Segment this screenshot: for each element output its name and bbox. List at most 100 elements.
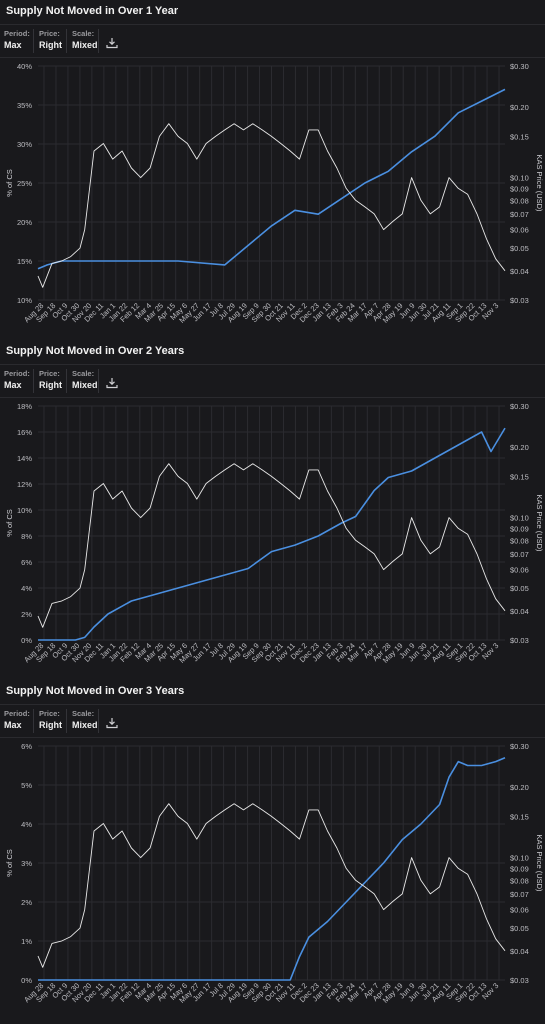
- control-divider: [66, 29, 67, 53]
- scale-control[interactable]: Scale: Mixed: [72, 29, 98, 53]
- y2-tick-label: $0.30: [510, 62, 529, 71]
- price-series-line: [37, 123, 506, 288]
- price-control[interactable]: Price: Right: [39, 369, 62, 393]
- y2-tick-label: $0.10: [510, 174, 529, 183]
- price-control[interactable]: Price: Right: [39, 29, 62, 53]
- scale-control-value: Mixed: [72, 380, 98, 390]
- y-tick-label: 3%: [21, 859, 32, 868]
- y2-tick-label: $0.04: [510, 607, 529, 616]
- supply-series-line: [38, 756, 506, 981]
- y-tick-label: 6%: [21, 742, 32, 751]
- y-tick-label: 4%: [21, 584, 32, 593]
- y-tick-label: 12%: [17, 480, 32, 489]
- chart-title: Supply Not Moved in Over 2 Years: [6, 345, 185, 357]
- y-tick-label: 14%: [17, 454, 32, 463]
- y2-tick-label: $0.06: [510, 906, 529, 915]
- y2-tick-label: $0.07: [510, 890, 529, 899]
- chart-panel-1: Supply Not Moved in Over 1 Year Period: Ma…: [0, 0, 545, 340]
- scale-control[interactable]: Scale: Mixed: [72, 709, 98, 733]
- y-tick-label: 6%: [21, 558, 32, 567]
- y2-tick-label: $0.20: [510, 783, 529, 792]
- period-control[interactable]: Period: Max: [4, 29, 30, 53]
- y2-tick-label: $0.15: [510, 132, 529, 141]
- download-icon[interactable]: [105, 36, 119, 49]
- period-control-label: Period:: [4, 29, 30, 38]
- chart-controls: Period: Max Price: Right Scale: Mixed: [0, 364, 545, 398]
- y-tick-label: 0%: [21, 976, 32, 985]
- scale-control-label: Scale:: [72, 29, 95, 38]
- period-control[interactable]: Period: Max: [4, 709, 30, 733]
- y2-axis-label: KAS Price (USD): [535, 494, 544, 552]
- y-tick-label: 2%: [21, 898, 32, 907]
- y2-tick-label: $0.03: [510, 976, 529, 985]
- y2-tick-label: $0.05: [510, 584, 529, 593]
- y2-tick-label: $0.04: [510, 947, 529, 956]
- control-divider: [66, 709, 67, 733]
- y2-tick-label: $0.09: [510, 184, 529, 193]
- price-control[interactable]: Price: Right: [39, 709, 62, 733]
- y2-tick-label: $0.03: [510, 636, 529, 645]
- period-control-value: Max: [4, 720, 22, 730]
- chart-title: Supply Not Moved in Over 1 Year: [6, 5, 179, 17]
- y-tick-label: 40%: [17, 62, 32, 71]
- period-control-value: Max: [4, 380, 22, 390]
- y-tick-label: 20%: [17, 218, 32, 227]
- y-tick-label: 4%: [21, 820, 32, 829]
- control-divider: [66, 369, 67, 393]
- y-tick-label: 10%: [17, 296, 32, 305]
- y2-axis-label: KAS Price (USD): [535, 834, 544, 892]
- y-tick-label: 8%: [21, 532, 32, 541]
- y-tick-label: 16%: [17, 428, 32, 437]
- chart-panel-2: Supply Not Moved in Over 2 Years Period: M…: [0, 340, 545, 680]
- y-tick-label: 30%: [17, 140, 32, 149]
- price-control-label: Price:: [39, 369, 60, 378]
- control-divider: [33, 709, 34, 733]
- y-axis-label: % of CS: [5, 169, 14, 197]
- y2-tick-label: $0.15: [510, 812, 529, 821]
- price-control-value: Right: [39, 720, 62, 730]
- supply-series-line: [38, 427, 506, 641]
- supply-series-line: [37, 88, 506, 270]
- price-series-line: [37, 463, 506, 628]
- price-control-value: Right: [39, 380, 62, 390]
- y2-tick-label: $0.07: [510, 210, 529, 219]
- control-divider: [98, 709, 99, 733]
- y2-tick-label: $0.04: [510, 267, 529, 276]
- y2-tick-label: $0.08: [510, 876, 529, 885]
- price-control-value: Right: [39, 40, 62, 50]
- y2-tick-label: $0.10: [510, 514, 529, 523]
- price-series-line: [37, 803, 506, 968]
- download-icon[interactable]: [105, 716, 119, 729]
- y2-tick-label: $0.06: [510, 226, 529, 235]
- period-control[interactable]: Period: Max: [4, 369, 30, 393]
- y-tick-label: 25%: [17, 179, 32, 188]
- y2-tick-label: $0.09: [510, 864, 529, 873]
- y2-tick-label: $0.20: [510, 443, 529, 452]
- y-tick-label: 35%: [17, 101, 32, 110]
- chart-title: Supply Not Moved in Over 3 Years: [6, 685, 185, 697]
- y-tick-label: 5%: [21, 781, 32, 790]
- period-control-value: Max: [4, 40, 22, 50]
- y-tick-label: 1%: [21, 937, 32, 946]
- download-icon[interactable]: [105, 376, 119, 389]
- y2-tick-label: $0.30: [510, 742, 529, 751]
- y2-tick-label: $0.15: [510, 472, 529, 481]
- scale-control-value: Mixed: [72, 720, 98, 730]
- chart-panel-3: Supply Not Moved in Over 3 Years Period: M…: [0, 680, 545, 1020]
- y-axis-label: % of CS: [5, 509, 14, 537]
- control-divider: [33, 369, 34, 393]
- scale-control[interactable]: Scale: Mixed: [72, 369, 98, 393]
- y-tick-label: 18%: [17, 402, 32, 411]
- y2-tick-label: $0.10: [510, 854, 529, 863]
- y2-tick-label: $0.08: [510, 196, 529, 205]
- y2-tick-label: $0.20: [510, 103, 529, 112]
- y2-tick-label: $0.07: [510, 550, 529, 559]
- y2-tick-label: $0.05: [510, 244, 529, 253]
- y-tick-label: 15%: [17, 257, 32, 266]
- y2-tick-label: $0.03: [510, 296, 529, 305]
- y-tick-label: 0%: [21, 636, 32, 645]
- y2-tick-label: $0.09: [510, 524, 529, 533]
- scale-control-label: Scale:: [72, 369, 95, 378]
